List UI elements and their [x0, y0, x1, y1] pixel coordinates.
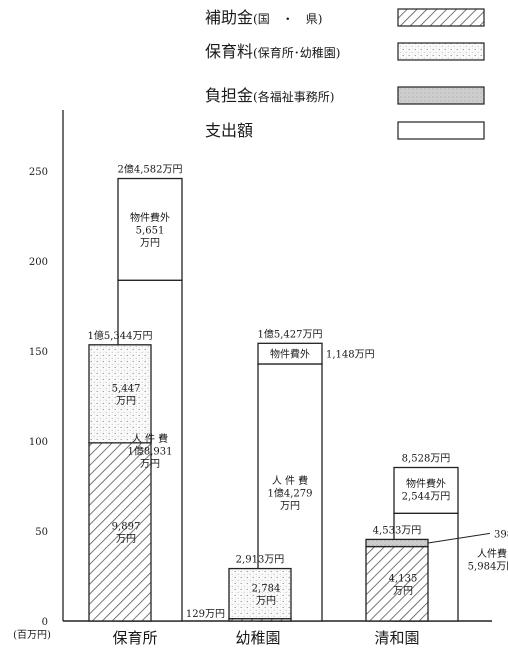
revenue-segment-label: 5,447	[112, 384, 141, 395]
revenue-segment-label: 万円	[393, 586, 413, 597]
legend-label-burden: 負担金(各福祉事務所)	[205, 86, 334, 105]
expense-segment-label: 人 件 費	[132, 432, 168, 445]
category-label: 保育所	[112, 629, 157, 647]
expense-total-label: 1億5,427万円	[258, 327, 323, 340]
revenue-segment-label: 万円	[256, 596, 276, 607]
legend-swatch-subsidy	[397, 8, 485, 27]
category-label: 清和園	[374, 629, 419, 647]
revenue-total-label: 2,913万円	[236, 555, 285, 566]
legend-swatch-burden	[397, 86, 485, 105]
revenue-segment-label: 9,897	[112, 522, 141, 533]
bars	[88, 177, 459, 622]
expense-segment-label: 5,651	[136, 225, 165, 236]
revenue-outside-label: 129万円	[186, 609, 225, 620]
revenue-bar-burden	[365, 538, 429, 548]
legend-main: 負担金	[205, 86, 253, 105]
y-tick-label: 0	[42, 617, 48, 628]
legend-label-expense: 支出額	[205, 121, 253, 140]
y-tick-label: 50	[35, 527, 48, 538]
expense-segment-label: 物件費外	[130, 211, 170, 224]
revenue-segment-label: 万円	[116, 534, 136, 545]
expense-bar-other	[393, 466, 459, 514]
revenue-outside-label: 398万円	[494, 529, 508, 540]
revenue-segment-label: 4,135	[389, 574, 418, 585]
expense-segment-label: 万円	[140, 238, 160, 249]
legend-main: 保育料	[205, 42, 253, 61]
expense-segment-label: 万円	[140, 459, 160, 470]
revenue-segment-label: 2,784	[252, 583, 281, 594]
revenue-bar-fees	[88, 344, 152, 444]
revenue-bar-fees	[228, 567, 292, 620]
revenue-bar-subsidy	[88, 442, 152, 622]
legend-swatch-fees	[397, 42, 485, 61]
expense-total-label: 8,528万円	[402, 453, 451, 464]
expense-segment-label: 1億4,279	[268, 486, 313, 499]
legend-sub: (国 ・ 県)	[253, 12, 322, 26]
legend: 補助金(国 ・ 県) 保育料(保育所･幼稚園) 負担金(各福祉事務所) 支出額	[205, 8, 485, 140]
y-tick-label: 250	[29, 167, 48, 178]
expense-segment-label: 物件費外	[270, 348, 310, 361]
legend-swatch-expense	[397, 121, 485, 140]
legend-main: 補助金	[205, 8, 253, 27]
y-unit-label: (百万円)	[13, 629, 51, 641]
legend-label-fees: 保育料(保育所･幼稚園)	[205, 42, 340, 61]
expense-bar-other	[257, 342, 323, 365]
expense-segment-label: 2,544万円	[402, 492, 451, 503]
legend-label-subsidy: 補助金(国 ・ 県)	[205, 8, 322, 27]
y-tick-label: 200	[29, 257, 48, 268]
revenue-total-label: 4,533万円	[373, 525, 422, 536]
expense-outside-label: 1,148万円	[326, 350, 375, 361]
revenue-total-label: 1億5,344万円	[88, 329, 153, 342]
legend-main: 支出額	[205, 121, 253, 140]
expense-total-label: 2億4,582万円	[118, 163, 183, 176]
category-label: 幼稚園	[235, 629, 280, 647]
revenue-segment-label: 万円	[116, 396, 136, 407]
legend-sub: (保育所･幼稚園)	[253, 45, 340, 60]
y-tick-label: 150	[29, 347, 48, 358]
leader-line	[427, 532, 491, 544]
expense-segment-label: 万円	[280, 501, 300, 512]
expense-segment-label: 人 件 費	[272, 474, 308, 487]
expense-outside-label: 人件費	[477, 547, 507, 560]
expense-segment-label: 1億8,931	[128, 445, 173, 458]
expense-segment-label: 物件費外	[406, 477, 446, 490]
legend-sub: (各福祉事務所)	[253, 89, 334, 104]
expense-bar-other	[117, 177, 183, 281]
y-tick-label: 100	[29, 437, 48, 448]
expense-outside-label: 5,984万円	[468, 561, 508, 572]
revenue-bar-subsidy	[365, 545, 429, 622]
